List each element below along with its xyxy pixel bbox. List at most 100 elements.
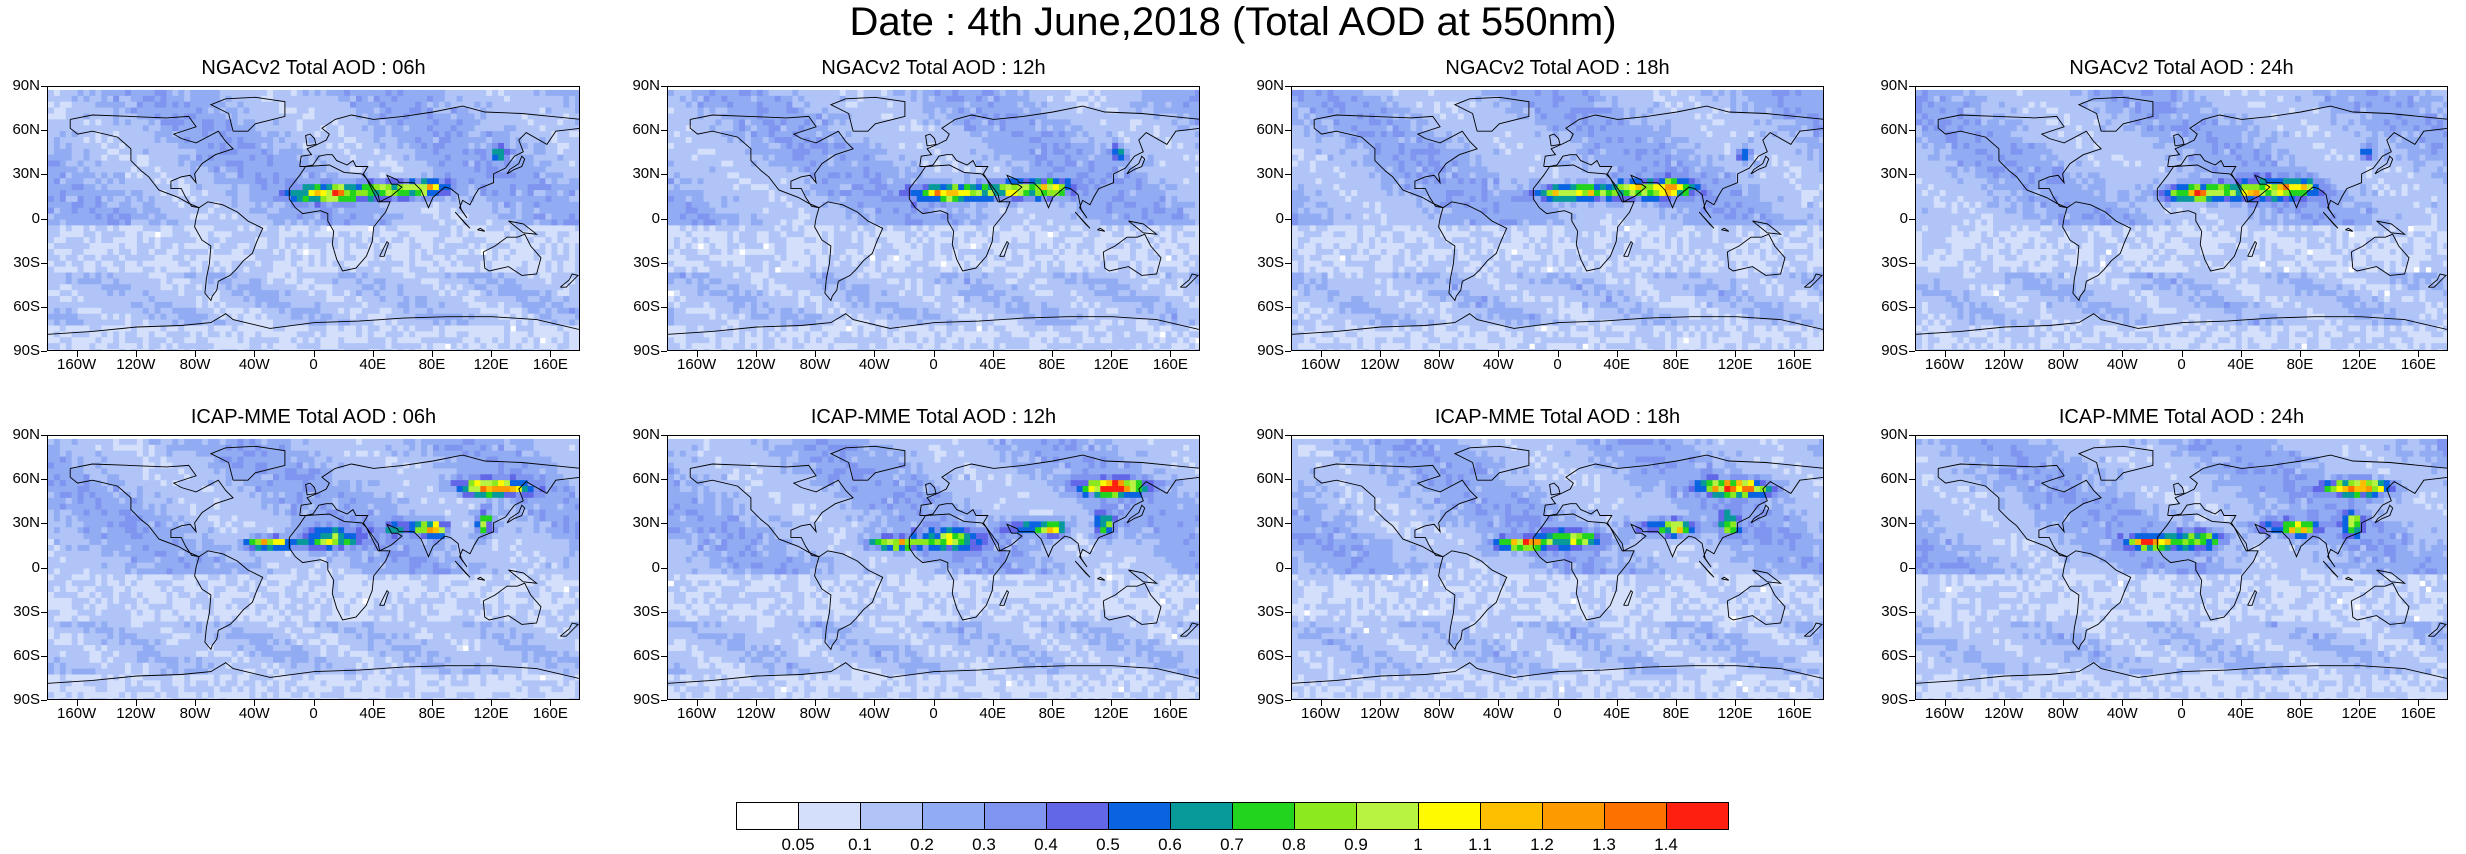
colorbar-swatch xyxy=(1108,802,1171,830)
colorbar-swatch xyxy=(922,802,985,830)
latitude-tick-label: 60S xyxy=(1868,299,1908,315)
latitude-tick-label: 90N xyxy=(1868,427,1908,443)
latitude-tick-label: 90S xyxy=(620,343,660,359)
longitude-tick-label: 160E xyxy=(1140,357,1200,373)
longitude-tick-label: 120W xyxy=(1350,357,1410,373)
latitude-tick-label: 30N xyxy=(620,166,660,182)
colorbar-swatch xyxy=(1604,802,1667,830)
latitude-tick-label: 60S xyxy=(620,299,660,315)
longitude-tick xyxy=(2418,351,2419,357)
longitude-tick-label: 160W xyxy=(1915,357,1975,373)
longitude-tick-label: 120E xyxy=(1081,357,1141,373)
longitude-tick-label: 160W xyxy=(47,357,107,373)
longitude-tick-label: 160E xyxy=(1140,706,1200,722)
aod-map xyxy=(667,435,1200,700)
latitude-tick xyxy=(1909,435,1915,436)
latitude-tick xyxy=(1285,174,1291,175)
longitude-tick xyxy=(815,700,816,706)
aod-field xyxy=(668,436,1200,700)
latitude-tick xyxy=(1285,568,1291,569)
latitude-tick xyxy=(41,435,47,436)
longitude-tick xyxy=(1617,351,1618,357)
longitude-tick xyxy=(373,351,374,357)
colorbar-label: 0.4 xyxy=(1026,836,1066,854)
longitude-tick-label: 0 xyxy=(904,706,964,722)
longitude-tick xyxy=(697,700,698,706)
figure-title: Date : 4th June,2018 (Total AOD at 550nm… xyxy=(0,0,2466,44)
longitude-tick xyxy=(2122,700,2123,706)
colorbar-label: 0.8 xyxy=(1274,836,1314,854)
latitude-tick xyxy=(41,568,47,569)
longitude-tick xyxy=(550,700,551,706)
latitude-tick xyxy=(661,700,667,701)
latitude-tick-label: 60N xyxy=(0,471,40,487)
longitude-tick-label: 0 xyxy=(2152,706,2212,722)
longitude-tick xyxy=(1558,351,1559,357)
longitude-tick-label: 0 xyxy=(2152,357,2212,373)
aod-field xyxy=(1292,87,1824,351)
colorbar-label: 0.9 xyxy=(1336,836,1376,854)
latitude-tick-label: 90S xyxy=(1244,692,1284,708)
longitude-tick xyxy=(2241,700,2242,706)
latitude-tick xyxy=(1285,612,1291,613)
latitude-tick-label: 60S xyxy=(620,648,660,664)
colorbar-swatch xyxy=(1294,802,1357,830)
panel-title: ICAP-MME Total AOD : 24h xyxy=(1915,405,2448,429)
latitude-tick-label: 90S xyxy=(0,343,40,359)
latitude-tick-label: 30N xyxy=(620,515,660,531)
latitude-tick xyxy=(1909,351,1915,352)
latitude-tick-label: 90S xyxy=(1244,343,1284,359)
latitude-tick-label: 90N xyxy=(620,427,660,443)
latitude-tick-label: 30S xyxy=(1244,255,1284,271)
longitude-tick xyxy=(1321,351,1322,357)
colorbar-label: 1.1 xyxy=(1460,836,1500,854)
latitude-tick-label: 30S xyxy=(0,255,40,271)
latitude-tick-label: 30S xyxy=(620,255,660,271)
latitude-tick-label: 60N xyxy=(1244,471,1284,487)
latitude-tick xyxy=(1909,700,1915,701)
longitude-tick xyxy=(2300,700,2301,706)
latitude-tick xyxy=(661,351,667,352)
latitude-tick-label: 0 xyxy=(1868,560,1908,576)
longitude-tick-label: 160W xyxy=(1915,706,1975,722)
longitude-tick-label: 0 xyxy=(284,357,344,373)
latitude-tick xyxy=(1909,523,1915,524)
aod-field xyxy=(1916,87,2448,351)
longitude-tick-label: 160W xyxy=(667,357,727,373)
latitude-tick-label: 60N xyxy=(1244,122,1284,138)
latitude-tick xyxy=(1285,351,1291,352)
longitude-tick-label: 160W xyxy=(667,706,727,722)
longitude-tick-label: 40E xyxy=(343,357,403,373)
latitude-tick-label: 90N xyxy=(0,78,40,94)
longitude-tick xyxy=(1498,700,1499,706)
colorbar-swatch xyxy=(1666,802,1729,830)
colorbar-swatch xyxy=(1542,802,1605,830)
panel-title: NGACv2 Total AOD : 24h xyxy=(1915,56,2448,80)
longitude-tick-label: 160E xyxy=(1764,706,1824,722)
colorbar-swatch xyxy=(798,802,861,830)
aod-map xyxy=(47,435,580,700)
longitude-tick-label: 80E xyxy=(402,357,462,373)
latitude-tick-label: 30S xyxy=(620,604,660,620)
latitude-tick-label: 60S xyxy=(0,648,40,664)
longitude-tick xyxy=(1558,700,1559,706)
latitude-tick xyxy=(661,86,667,87)
longitude-tick-label: 40E xyxy=(1587,706,1647,722)
longitude-tick xyxy=(1676,351,1677,357)
latitude-tick xyxy=(1909,307,1915,308)
longitude-tick xyxy=(2063,351,2064,357)
longitude-tick xyxy=(1111,351,1112,357)
colorbar-label: 1.3 xyxy=(1584,836,1624,854)
latitude-tick xyxy=(1285,263,1291,264)
longitude-tick-label: 160E xyxy=(2388,706,2448,722)
longitude-tick xyxy=(1794,700,1795,706)
colorbar-label: 0.2 xyxy=(902,836,942,854)
longitude-tick xyxy=(2004,351,2005,357)
longitude-tick-label: 120E xyxy=(2329,706,2389,722)
latitude-tick-label: 30S xyxy=(1868,255,1908,271)
latitude-tick-label: 30S xyxy=(1244,604,1284,620)
colorbar-label: 0.1 xyxy=(840,836,880,854)
longitude-tick-label: 40E xyxy=(343,706,403,722)
longitude-tick xyxy=(373,700,374,706)
